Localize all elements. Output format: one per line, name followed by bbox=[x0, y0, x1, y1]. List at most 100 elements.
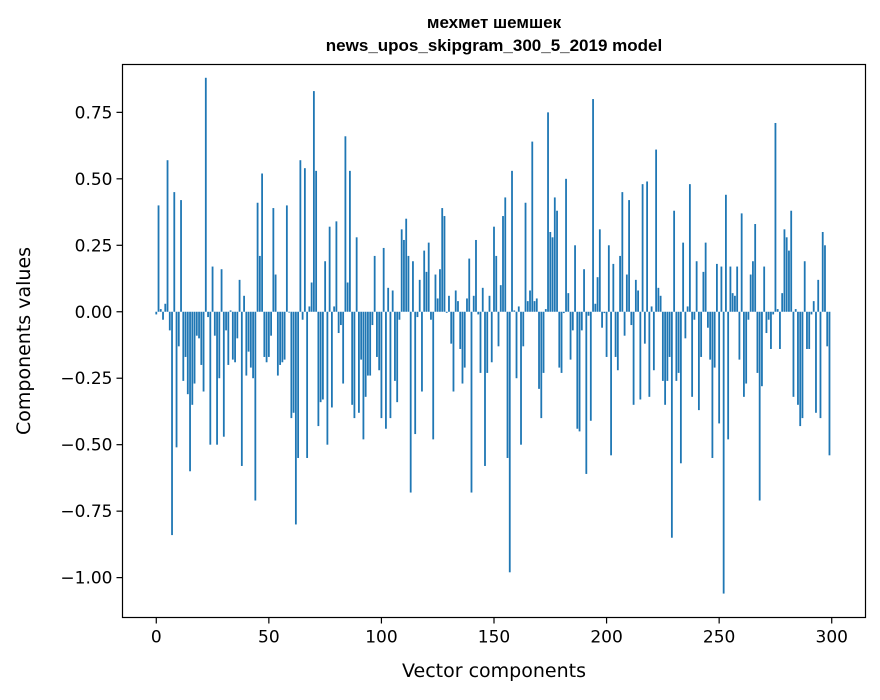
y-axis-label: Components values bbox=[13, 247, 35, 435]
bar bbox=[202, 311, 205, 392]
bar bbox=[529, 290, 531, 312]
bar bbox=[204, 77, 207, 312]
bar bbox=[731, 293, 734, 312]
bar bbox=[463, 311, 466, 368]
y-tick-label: −1.00 bbox=[60, 569, 112, 589]
bar bbox=[445, 311, 448, 313]
bar bbox=[243, 295, 245, 312]
x-tick-label: 300 bbox=[816, 628, 848, 648]
bar bbox=[252, 311, 254, 379]
bar bbox=[272, 208, 275, 312]
bar bbox=[679, 311, 682, 464]
bar bbox=[371, 311, 374, 326]
bar bbox=[213, 311, 216, 336]
bar bbox=[648, 311, 651, 397]
bar bbox=[580, 311, 583, 331]
bar bbox=[772, 311, 775, 315]
bar bbox=[209, 311, 212, 445]
bars-group bbox=[155, 77, 831, 594]
bar bbox=[218, 311, 221, 379]
bar bbox=[310, 282, 313, 312]
bar bbox=[684, 311, 687, 339]
bar bbox=[324, 261, 327, 312]
bar bbox=[767, 311, 770, 320]
bar bbox=[567, 293, 570, 312]
bar bbox=[436, 298, 439, 312]
x-axis: 0 50 100 150 200 250 300 bbox=[151, 617, 848, 648]
bar bbox=[727, 311, 730, 440]
bar bbox=[511, 170, 513, 312]
bar bbox=[412, 261, 414, 312]
bar bbox=[355, 237, 358, 312]
bar bbox=[601, 311, 603, 328]
bar bbox=[254, 311, 257, 501]
bar bbox=[200, 311, 203, 365]
bar bbox=[779, 311, 781, 349]
bar bbox=[306, 311, 309, 458]
bar bbox=[828, 311, 831, 456]
bar bbox=[650, 306, 653, 312]
bar bbox=[686, 306, 689, 312]
bar bbox=[308, 306, 311, 312]
bar bbox=[448, 295, 450, 312]
bar bbox=[333, 306, 336, 312]
bar bbox=[639, 311, 642, 400]
bar bbox=[414, 311, 417, 435]
bar bbox=[216, 311, 218, 445]
bar bbox=[281, 311, 284, 363]
bar bbox=[468, 258, 471, 312]
bar bbox=[407, 255, 410, 312]
bar bbox=[632, 311, 635, 405]
bar bbox=[303, 168, 306, 312]
bar bbox=[517, 306, 520, 312]
bar bbox=[191, 311, 194, 405]
bar bbox=[794, 309, 797, 312]
bar bbox=[283, 311, 286, 360]
bar bbox=[531, 141, 534, 312]
bar bbox=[342, 311, 345, 384]
bar bbox=[477, 311, 480, 315]
bar bbox=[810, 311, 813, 315]
bar bbox=[159, 309, 162, 312]
bar bbox=[553, 197, 556, 312]
bar bbox=[634, 279, 637, 312]
bar bbox=[198, 311, 200, 339]
bar bbox=[571, 311, 574, 331]
bar bbox=[376, 311, 378, 357]
x-tick-label: 50 bbox=[258, 628, 280, 648]
bar bbox=[657, 287, 660, 312]
bar bbox=[565, 178, 567, 312]
bar bbox=[598, 229, 601, 312]
bar bbox=[605, 311, 608, 357]
bar bbox=[385, 311, 387, 429]
bar bbox=[490, 311, 493, 363]
bar bbox=[229, 310, 232, 312]
bar bbox=[364, 311, 367, 397]
bar bbox=[195, 311, 198, 336]
bar bbox=[247, 311, 250, 352]
bar bbox=[616, 311, 619, 371]
bar bbox=[155, 311, 158, 315]
bar bbox=[466, 298, 468, 312]
bar bbox=[522, 311, 525, 347]
bar bbox=[409, 311, 412, 493]
bar bbox=[781, 293, 784, 312]
bar bbox=[736, 266, 739, 312]
bar bbox=[621, 192, 624, 312]
bar bbox=[297, 311, 300, 458]
bar bbox=[614, 311, 617, 357]
bar bbox=[677, 311, 680, 373]
x-tick-label: 100 bbox=[365, 628, 397, 648]
bar bbox=[470, 311, 473, 493]
chart-subtitle: news_upos_skipgram_300_5_2019 model bbox=[326, 36, 662, 55]
bar bbox=[398, 311, 401, 320]
bar bbox=[258, 255, 261, 312]
bar bbox=[697, 311, 700, 411]
bar bbox=[171, 311, 173, 536]
bar bbox=[664, 311, 667, 405]
bar bbox=[515, 311, 518, 379]
bar bbox=[693, 311, 696, 320]
bar bbox=[817, 279, 820, 312]
bar bbox=[819, 311, 822, 419]
